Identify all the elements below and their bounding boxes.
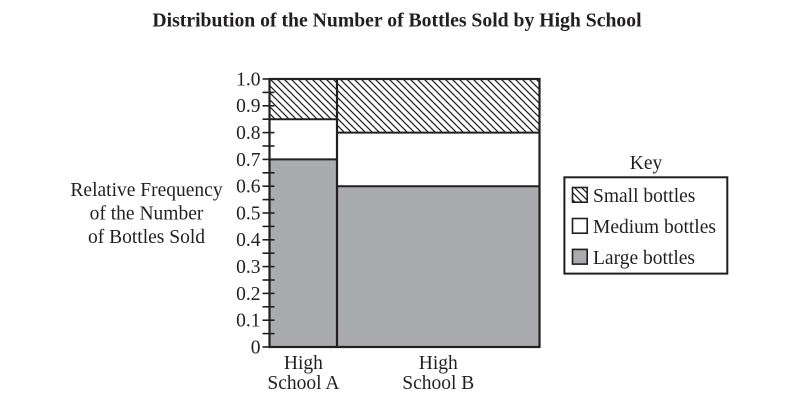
svg-text:0.7: 0.7 [236, 150, 261, 171]
svg-text:0: 0 [251, 337, 261, 358]
svg-text:Relative Frequency: Relative Frequency [70, 180, 222, 201]
svg-text:0.4: 0.4 [236, 230, 261, 251]
svg-text:0.5: 0.5 [236, 203, 260, 224]
svg-text:Small bottles: Small bottles [593, 186, 695, 207]
svg-text:Key: Key [630, 153, 663, 174]
svg-text:School B: School B [402, 373, 474, 394]
svg-text:of Bottles Sold: of Bottles Sold [88, 227, 205, 248]
svg-text:School A: School A [267, 373, 339, 394]
svg-text:High: High [284, 353, 323, 374]
svg-text:0.8: 0.8 [236, 123, 260, 144]
svg-text:0.2: 0.2 [236, 284, 260, 305]
svg-text:Large bottles: Large bottles [593, 248, 695, 269]
svg-text:High: High [419, 353, 458, 374]
svg-text:0.9: 0.9 [236, 96, 260, 117]
svg-text:of the Number: of the Number [90, 204, 204, 225]
svg-text:Medium bottles: Medium bottles [593, 217, 716, 238]
svg-text:0.6: 0.6 [236, 177, 261, 198]
svg-text:0.3: 0.3 [236, 257, 260, 278]
svg-text:1.0: 1.0 [236, 69, 260, 90]
svg-text:Distribution of the Number of: Distribution of the Number of Bottles So… [152, 9, 642, 31]
svg-text:0.1: 0.1 [236, 311, 260, 332]
